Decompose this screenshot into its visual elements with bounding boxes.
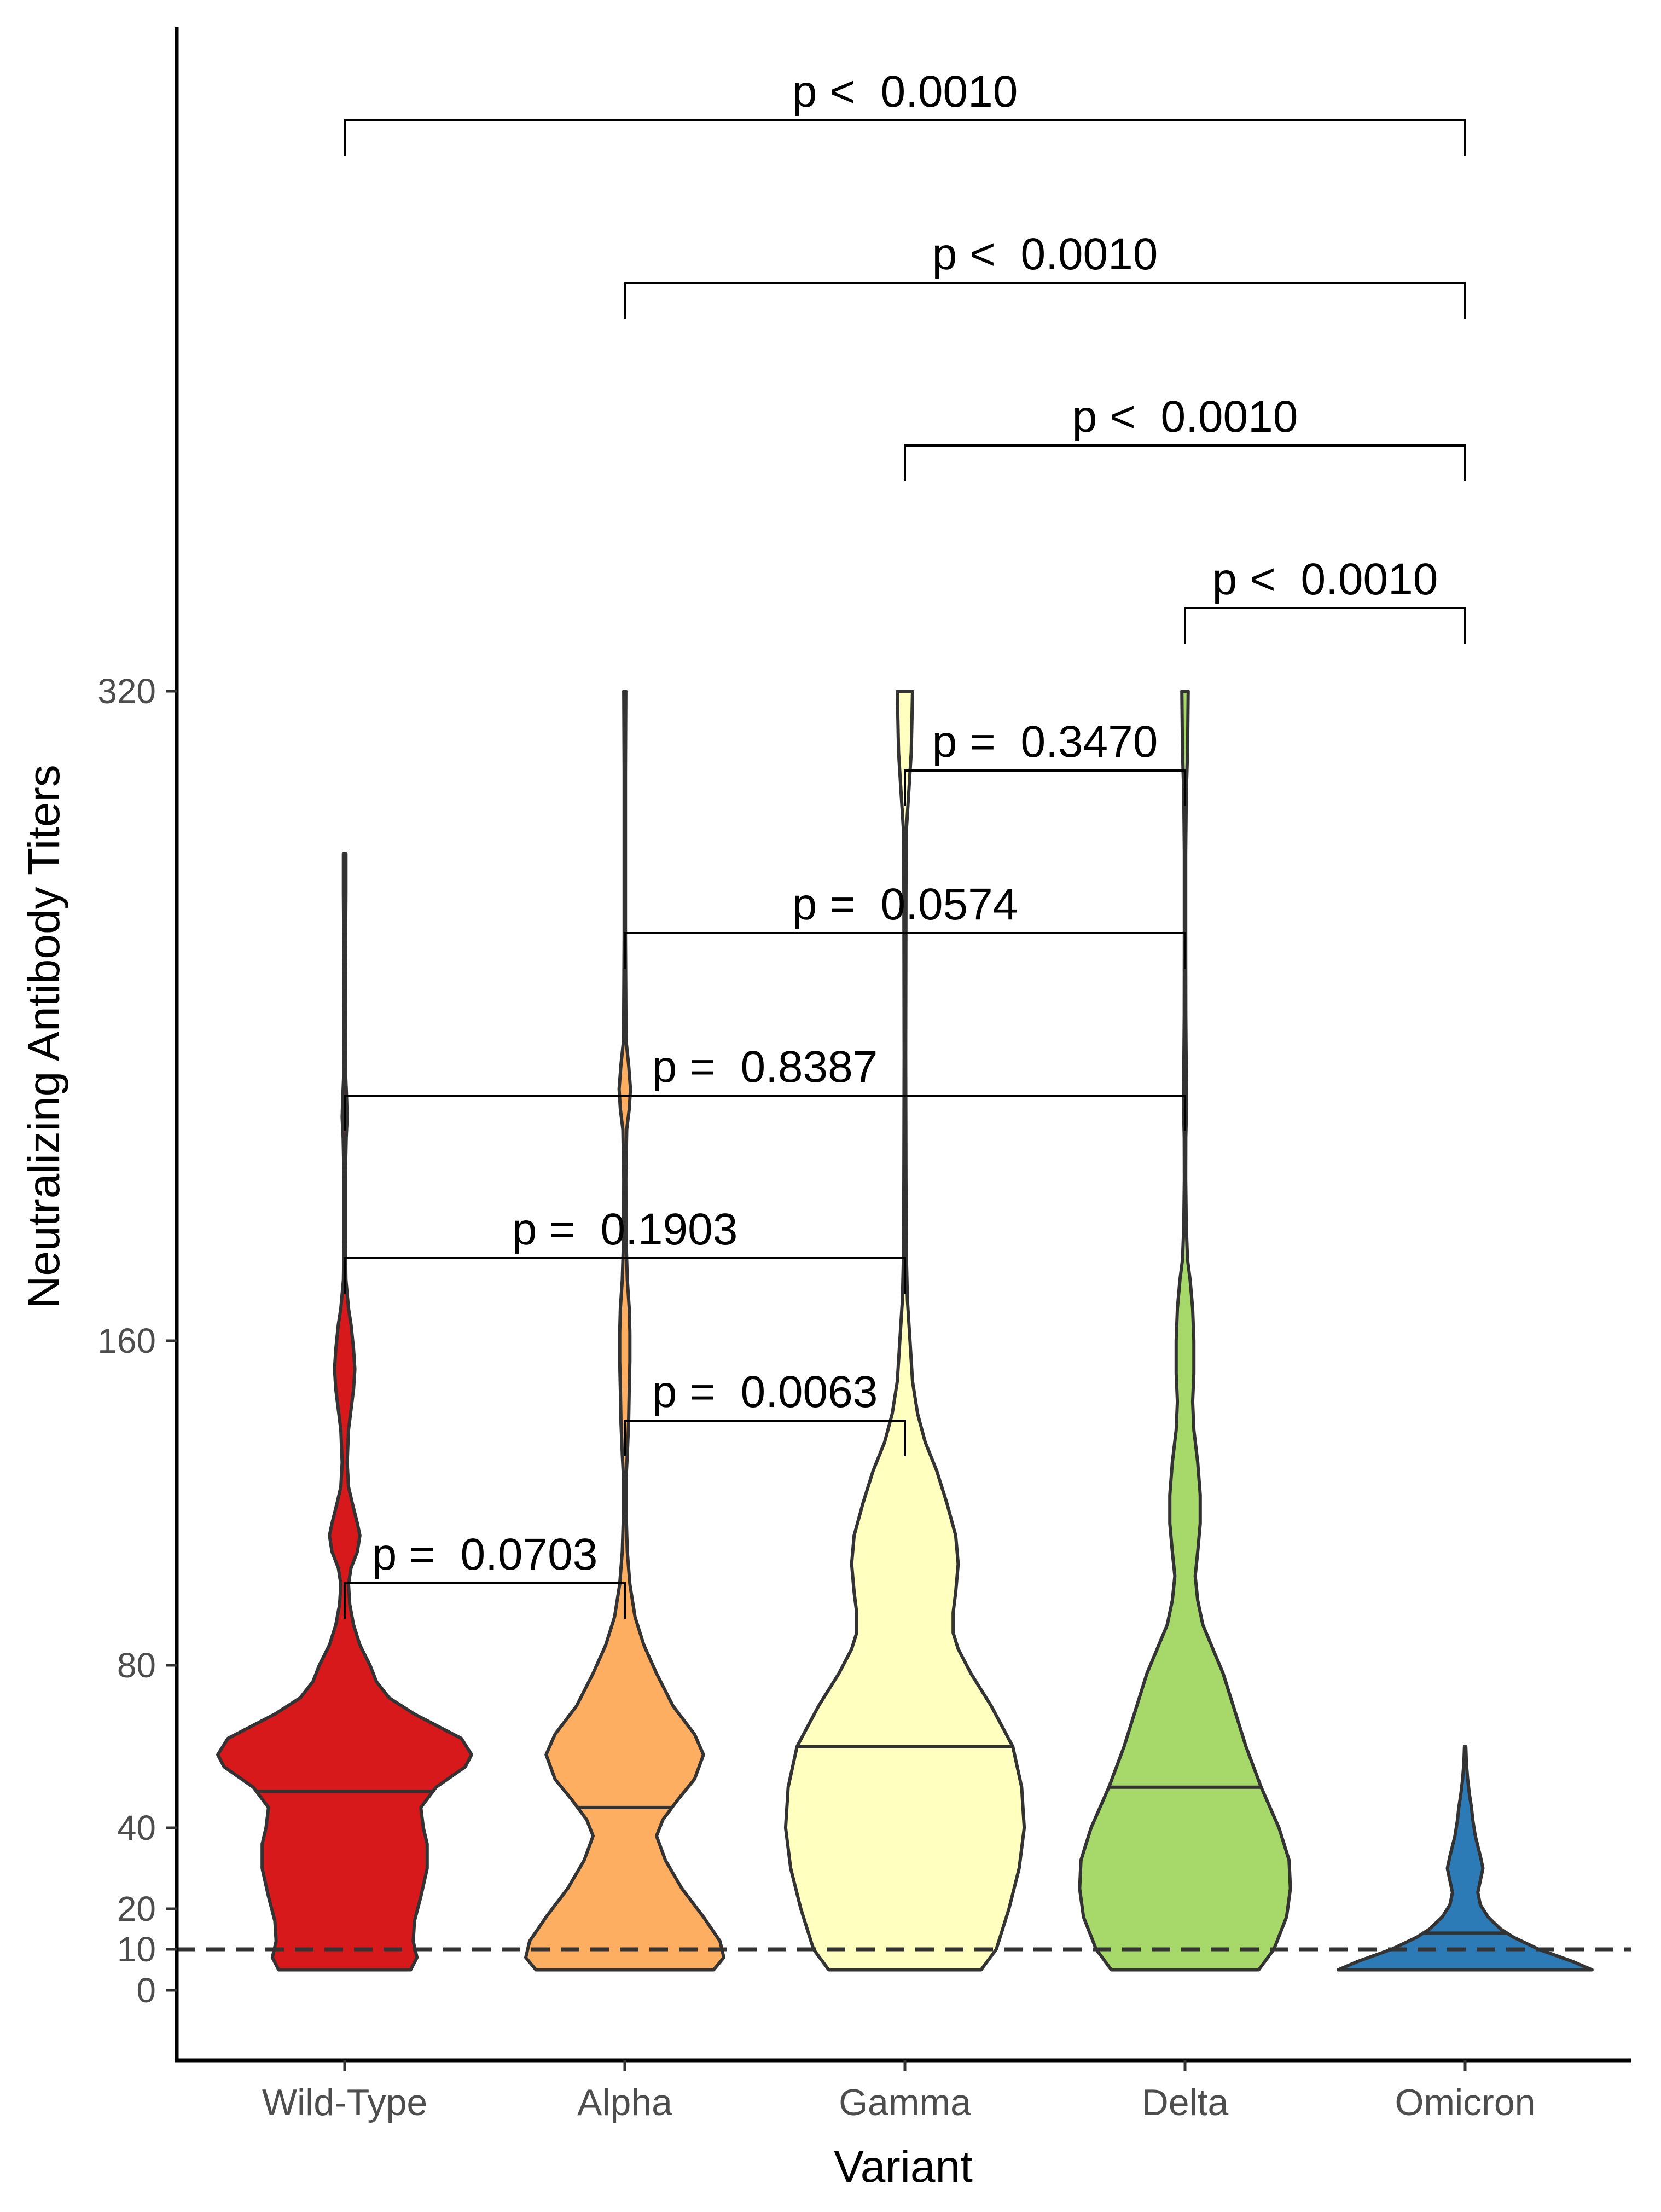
violin-delta [1078, 690, 1292, 1972]
comparison-wild-type-vs-delta: p = 0.8387 [344, 1042, 1186, 1131]
p-value-label: p = 0.8387 [652, 1042, 878, 1092]
y-tick-label: 320 [97, 671, 156, 711]
bracket-line [904, 769, 1186, 806]
bracket-line [344, 1095, 1186, 1131]
y-tick-label: 80 [117, 1646, 156, 1685]
comparison-gamma-vs-omicron: p < 0.0010 [904, 392, 1466, 481]
y-tick-label: 160 [97, 1321, 156, 1360]
comparison-wild-type-vs-gamma: p = 0.1903 [344, 1205, 906, 1294]
comparison-wild-type-vs-omicron: p < 0.0010 [344, 67, 1466, 156]
p-value-label: p < 0.0010 [792, 67, 1018, 117]
violin-alpha [524, 690, 725, 1972]
bracket-line [1184, 607, 1466, 644]
bracket-line [904, 444, 1466, 481]
p-value-label: p = 0.0574 [792, 879, 1018, 929]
bracket-line [344, 1257, 906, 1294]
x-tick-label: Alpha [577, 2082, 672, 2123]
p-value-label: p < 0.0010 [1072, 392, 1298, 442]
y-axis-title: Neutralizing Antibody Titers [19, 765, 69, 1308]
y-tick-label: 20 [117, 1889, 156, 1929]
bracket-line [624, 932, 1186, 969]
p-value-label: p < 0.0010 [1212, 554, 1438, 604]
comparison-alpha-vs-omicron: p < 0.0010 [624, 229, 1466, 319]
violin-omicron [1337, 1745, 1594, 1972]
x-tick-label: Delta [1142, 2082, 1229, 2123]
bracket-line [624, 282, 1466, 319]
p-value-label: p = 0.0703 [372, 1530, 598, 1579]
violins-layer [177, 690, 1631, 1972]
p-value-label: p = 0.0063 [652, 1367, 878, 1417]
violin-wild-type [216, 852, 473, 1972]
x-axis-title: Variant [834, 2142, 973, 2192]
comparison-brackets-layer: p = 0.0703 p = 0.0063 p = 0.1903 p = 0.8387… [344, 67, 1466, 1619]
x-tick-label: Wild-Type [262, 2082, 427, 2123]
p-value-label: p = 0.3470 [932, 717, 1158, 767]
comparison-alpha-vs-gamma: p = 0.0063 [624, 1367, 906, 1456]
x-tick-label: Omicron [1395, 2082, 1536, 2123]
y-tick-label: 10 [117, 1930, 156, 1969]
p-value-label: p = 0.1903 [512, 1205, 738, 1254]
comparison-gamma-vs-delta: p = 0.3470 [904, 717, 1186, 806]
bracket-line [344, 1582, 626, 1619]
comparison-delta-vs-omicron: p < 0.0010 [1184, 554, 1466, 644]
comparison-wild-type-vs-alpha: p = 0.0703 [344, 1530, 626, 1619]
y-tick-label: 0 [136, 1971, 156, 2010]
bracket-line [624, 1420, 906, 1456]
bracket-line [344, 119, 1466, 156]
comparison-alpha-vs-delta: p = 0.0574 [624, 879, 1186, 969]
x-tick-label: Gamma [839, 2082, 971, 2123]
violin-gamma [783, 690, 1026, 1972]
p-value-label: p < 0.0010 [932, 229, 1158, 279]
y-tick-label: 40 [117, 1808, 156, 1848]
